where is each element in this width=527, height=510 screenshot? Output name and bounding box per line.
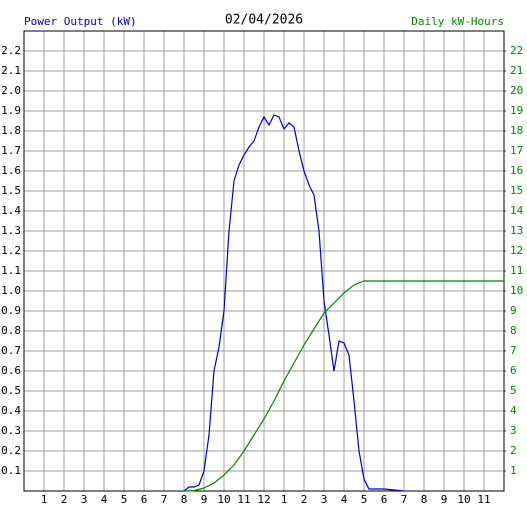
y2-tick-label: 15 xyxy=(510,184,523,197)
y-tick-label: 1.7 xyxy=(1,144,21,157)
x-tick-label: 3 xyxy=(81,493,88,506)
y-tick-label: 1.5 xyxy=(1,184,21,197)
y-tick-label: 1.9 xyxy=(1,104,21,117)
y-tick-label: 0.8 xyxy=(1,324,21,337)
y2-tick-label: 19 xyxy=(510,104,523,117)
y-axis-title: Power Output (kW) xyxy=(24,15,137,28)
x-tick-label: 2 xyxy=(61,493,68,506)
x-tick-label: 2 xyxy=(301,493,308,506)
y2-tick-label: 14 xyxy=(510,204,524,217)
x-tick-label: 1 xyxy=(41,493,48,506)
x-tick-label: 1 xyxy=(281,493,288,506)
y-tick-label: 0.5 xyxy=(1,384,21,397)
x-tick-label: 9 xyxy=(201,493,208,506)
series-line xyxy=(183,114,405,492)
y-tick-label: 0.4 xyxy=(1,404,21,417)
y2-tick-label: 1 xyxy=(510,464,517,477)
y2-axis-title: Daily kW-Hours xyxy=(411,15,504,28)
x-tick-label: 11 xyxy=(237,493,250,506)
x-tick-label: 6 xyxy=(381,493,388,506)
y2-tick-label: 12 xyxy=(510,244,523,257)
y-tick-label: 0.1 xyxy=(1,464,21,477)
y-tick-label: 1.6 xyxy=(1,164,21,177)
y-tick-label: 0.9 xyxy=(1,304,21,317)
x-tick-label: 4 xyxy=(341,493,348,506)
x-tick-label: 5 xyxy=(121,493,128,506)
y2-tick-label: 2 xyxy=(510,444,517,457)
y-tick-label: 0.7 xyxy=(1,344,21,357)
y-tick-label: 1.0 xyxy=(1,284,21,297)
y-tick-label: 1.2 xyxy=(1,244,21,257)
y2-tick-label: 21 xyxy=(510,64,523,77)
chart-title: 02/04/2026 xyxy=(225,13,303,28)
x-tick-label: 7 xyxy=(161,493,168,506)
x-tick-label: 8 xyxy=(181,493,188,506)
y2-tick-label: 22 xyxy=(510,44,523,57)
y-tick-label: 2.0 xyxy=(1,84,21,97)
y-tick-label: 1.4 xyxy=(1,204,21,217)
y2-tick-label: 4 xyxy=(510,404,517,417)
y2-tick-label: 18 xyxy=(510,124,523,137)
y2-tick-label: 16 xyxy=(510,164,523,177)
y2-tick-label: 6 xyxy=(510,364,517,377)
series-line xyxy=(183,280,504,492)
y2-tick-label: 5 xyxy=(510,384,517,397)
x-tick-label: 9 xyxy=(441,493,448,506)
y-tick-label: 1.1 xyxy=(1,264,21,277)
y-tick-label: 0.2 xyxy=(1,444,21,457)
x-tick-label: 6 xyxy=(141,493,148,506)
y-tick-label: 0.3 xyxy=(1,424,21,437)
y-tick-label: 1.3 xyxy=(1,224,21,237)
x-tick-label: 3 xyxy=(321,493,328,506)
x-tick-label: 4 xyxy=(101,493,108,506)
y2-tick-label: 10 xyxy=(510,284,523,297)
y-tick-label: 1.8 xyxy=(1,124,21,137)
y2-tick-label: 20 xyxy=(510,84,523,97)
x-tick-label: 5 xyxy=(361,493,368,506)
y-tick-label: 2.2 xyxy=(1,44,21,57)
x-tick-label: 7 xyxy=(401,493,408,506)
x-tick-label: 12 xyxy=(257,493,270,506)
x-tick-label: 10 xyxy=(217,493,230,506)
y-tick-label: 0.6 xyxy=(1,364,21,377)
y2-tick-label: 7 xyxy=(510,344,517,357)
y2-tick-label: 13 xyxy=(510,224,523,237)
y2-tick-label: 8 xyxy=(510,324,517,337)
x-tick-label: 8 xyxy=(421,493,428,506)
y2-tick-label: 3 xyxy=(510,424,517,437)
y2-tick-label: 9 xyxy=(510,304,517,317)
y2-tick-label: 17 xyxy=(510,144,523,157)
x-tick-label: 10 xyxy=(457,493,470,506)
y-tick-label: 2.1 xyxy=(1,64,21,77)
y2-tick-label: 11 xyxy=(510,264,523,277)
x-tick-label: 11 xyxy=(477,493,490,506)
plot-border xyxy=(23,30,505,492)
